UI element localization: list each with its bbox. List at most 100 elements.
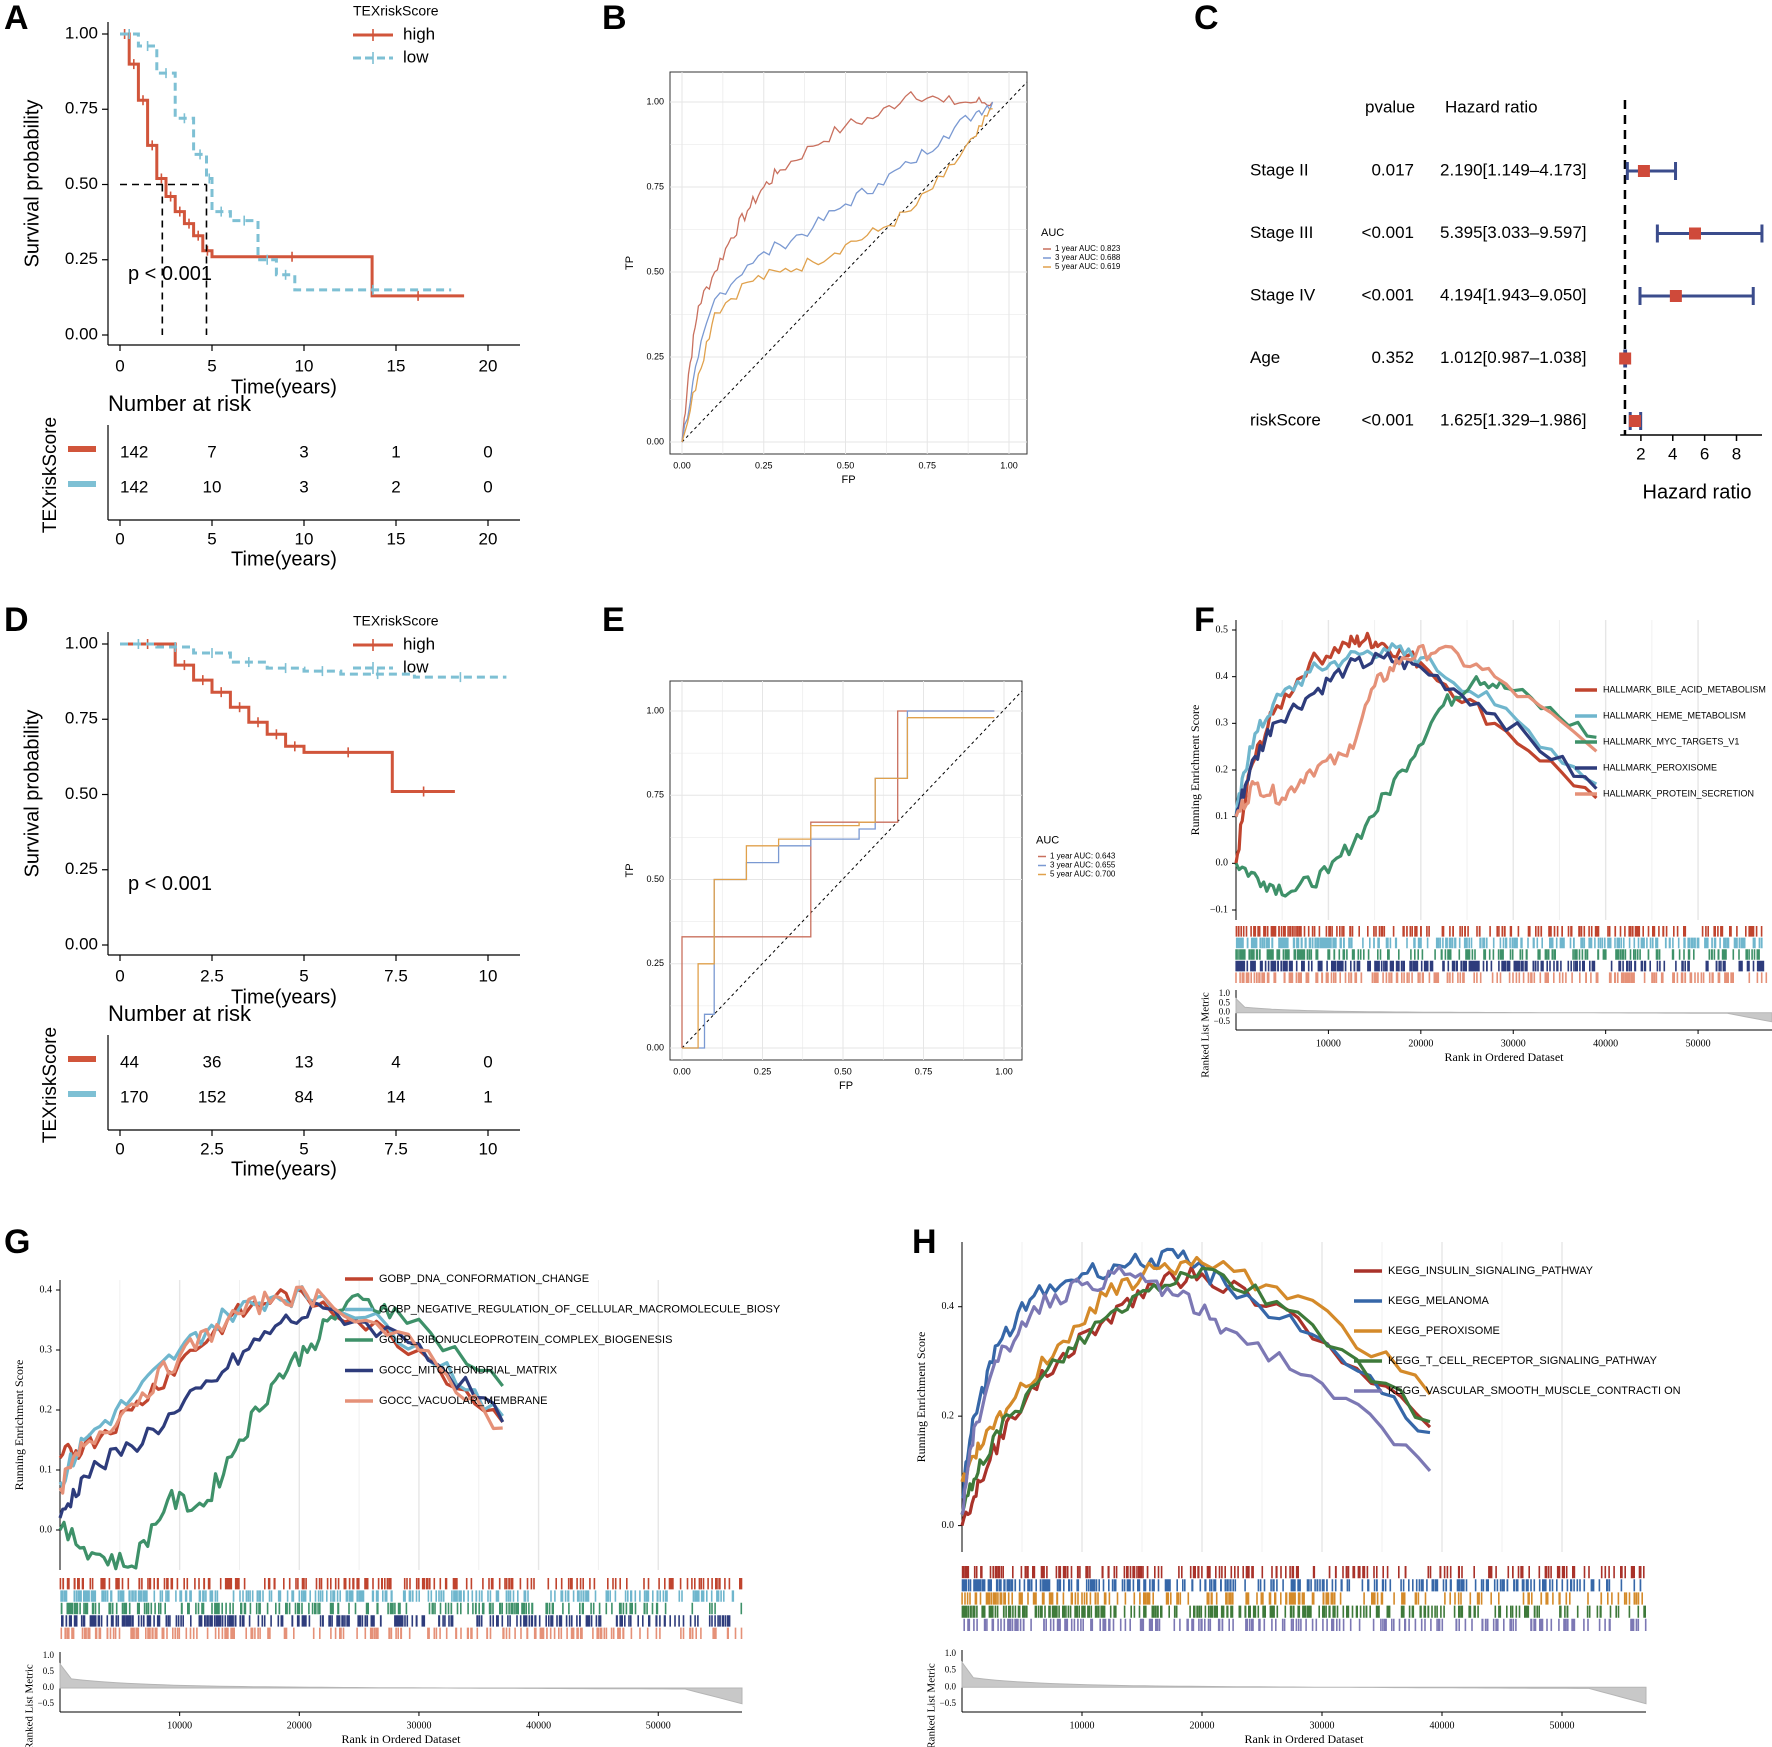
risk-count: 13 — [295, 1052, 314, 1071]
row-hazard-ratio: 1.012[0.987–1.038] — [1440, 348, 1587, 367]
legend-item: low — [403, 47, 429, 66]
y-tick-label: 0.75 — [65, 99, 98, 118]
x-tick-label: 0 — [115, 1139, 124, 1158]
hr-point — [1669, 290, 1682, 302]
hit-strip — [963, 1618, 1647, 1631]
hit-strip — [1235, 972, 1768, 983]
row-label: Stage IV — [1250, 285, 1316, 304]
p-value: p < 0.001 — [128, 263, 212, 285]
risk-count: 44 — [120, 1052, 139, 1071]
x-tick-label: 20000 — [287, 1720, 312, 1731]
x-tick-label: 10 — [295, 356, 314, 375]
legend-item: GOBP_DNA_CONFORMATION_CHANGE — [379, 1273, 589, 1285]
risk-table-title: Number at risk — [108, 391, 252, 416]
panel-letter-f: F — [1194, 601, 1215, 639]
metric-tick-label: 1.0 — [1219, 988, 1231, 998]
legend-item: 3 year AUC: 0.655 — [1050, 861, 1116, 870]
x-tick-label: 30000 — [1501, 1038, 1526, 1049]
ranked-metric-area — [961, 1660, 1647, 1705]
risk-count: 4 — [391, 1052, 400, 1071]
x-tick-label: 0.25 — [754, 1066, 772, 1076]
x-tick-label: 0.25 — [755, 460, 773, 470]
legend-item: 3 year AUC: 0.688 — [1055, 253, 1121, 262]
x-axis-title: Hazard ratio — [1643, 481, 1752, 503]
x-tick-label: 20000 — [1408, 1038, 1433, 1049]
risk-count: 1 — [391, 442, 400, 461]
roc-curve-3 — [681, 108, 993, 443]
y-axis-title: TP — [624, 256, 636, 270]
roc-curve-2 — [681, 101, 994, 443]
y-tick-label: 1.00 — [65, 633, 98, 652]
enrichment-curve — [58, 1293, 504, 1571]
y-tick-label: 0.00 — [646, 1042, 664, 1052]
risk-count: 170 — [120, 1087, 148, 1106]
x-tick-label: 2.5 — [200, 966, 224, 985]
legend-title: AUC — [1036, 834, 1059, 846]
enrichment-curve — [960, 1265, 1432, 1526]
y-tick-label: 0.3 — [40, 1344, 53, 1355]
y-axis-title: Running Enrichment Score — [12, 1360, 26, 1491]
risk-count: 10 — [203, 477, 222, 496]
legend-item: 1 year AUC: 0.823 — [1055, 244, 1121, 253]
metric-tick-label: 0.0 — [43, 1682, 55, 1692]
hr-point — [1619, 352, 1632, 365]
enrichment-curve — [1234, 675, 1597, 898]
x-tick-label: 4 — [1668, 444, 1677, 463]
roc-panel-b: 0.00 0.00 0.25 0.25 0.50 0.50 0.75 0.75 1.00 1.00… — [624, 71, 1121, 486]
gsea-panel-h: 0.0 0.2 0.4 Running Enrichment Score 1.0 0.5 0… — [914, 1242, 1681, 1747]
legend-item: HALLMARK_HEME_METABOLISM — [1603, 710, 1746, 720]
metric-tick-label: −0.5 — [38, 1698, 55, 1708]
x-tick-label: 7.5 — [384, 966, 408, 985]
x-tick-label: 5 — [299, 966, 308, 985]
y-tick-label: 0.00 — [65, 934, 98, 953]
metric-tick-label: 0.0 — [1219, 1007, 1231, 1017]
column-header-hazard-ratio: Hazard ratio — [1445, 97, 1538, 116]
enrichment-curve — [960, 1266, 1431, 1516]
hr-point — [1637, 165, 1650, 177]
x-tick-label: 10 — [479, 1139, 498, 1158]
x-tick-label: 0.50 — [837, 460, 855, 470]
row-hazard-ratio: 4.194[1.943–9.050] — [1440, 285, 1587, 304]
ranked-metric-area — [1235, 997, 1772, 1023]
gsea-panel-g: 0.0 0.1 0.2 0.3 0.4 Running Enrichment Score 1… — [12, 1273, 781, 1747]
y-tick-label: 0.2 — [1216, 764, 1229, 775]
y-tick-label: 0.50 — [65, 174, 98, 193]
metric-y-title: Ranked List Metric — [926, 1663, 938, 1747]
x-tick-label: 0.00 — [673, 460, 691, 470]
risk-count: 3 — [299, 442, 308, 461]
x-tick-label: 20000 — [1190, 1720, 1215, 1731]
panel-letter-c: C — [1194, 0, 1219, 37]
risk-count: 152 — [198, 1087, 226, 1106]
km-curve-high — [120, 32, 465, 298]
x-tick-label: 0.75 — [915, 1066, 933, 1076]
y-tick-label: 0.25 — [646, 351, 664, 361]
row-label: Stage II — [1250, 160, 1309, 179]
x-axis-title: Rank in Ordered Dataset — [342, 1732, 462, 1746]
metric-y-title: Ranked List Metric — [24, 1664, 36, 1747]
row-pvalue: <0.001 — [1362, 285, 1414, 304]
panel-letter-b: B — [602, 0, 627, 37]
legend-item: GOBP_RIBONUCLEOPROTEIN_COMPLEX_BIOGENESI… — [379, 1334, 672, 1346]
legend-item: HALLMARK_MYC_TARGETS_V1 — [1603, 736, 1739, 746]
x-axis-title: Time(years) — [231, 986, 337, 1008]
hr-point — [1628, 415, 1641, 427]
legend-item: 5 year AUC: 0.619 — [1055, 262, 1121, 271]
x-tick-label: 10000 — [1316, 1038, 1341, 1049]
x-tick-label: 10000 — [167, 1720, 192, 1731]
ranked-metric-area — [59, 1662, 743, 1705]
x-tick-label: 15 — [387, 356, 406, 375]
row-pvalue: 0.017 — [1371, 160, 1414, 179]
risk-count: 0 — [483, 477, 492, 496]
risk-table-title: Number at risk — [108, 1001, 252, 1026]
x-tick-label: 6 — [1700, 444, 1709, 463]
diagonal-reference — [681, 690, 1023, 1049]
row-hazard-ratio: 5.395[3.033–9.597] — [1440, 223, 1587, 242]
hit-strip — [961, 1566, 1645, 1579]
legend-item: KEGG_T_CELL_RECEPTOR_SIGNALING_PATHWAY — [1388, 1355, 1658, 1367]
y-tick-label: 0.2 — [942, 1410, 955, 1421]
x-tick-label: 0 — [115, 356, 124, 375]
x-tick-label: 5 — [207, 356, 216, 375]
legend-item: high — [403, 24, 435, 43]
